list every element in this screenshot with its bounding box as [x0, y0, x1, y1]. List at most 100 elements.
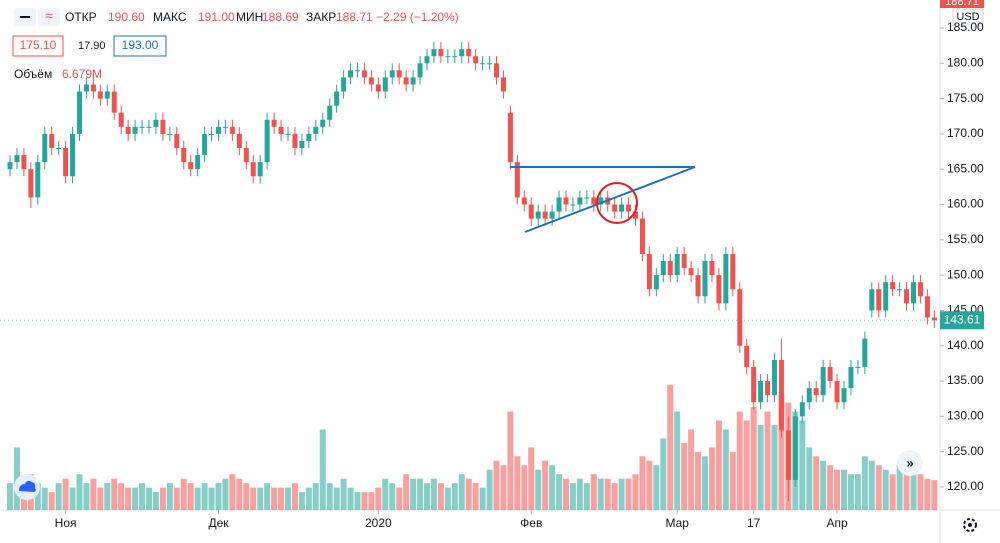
- close-price-tag: [940, 0, 984, 8]
- candle-body: [848, 366, 854, 389]
- logo-icon: [19, 480, 36, 492]
- y-tick-label: 160.00: [947, 197, 984, 211]
- candle-body: [841, 388, 847, 403]
- volume-bar: [875, 465, 882, 510]
- y-tick-label: 170.00: [947, 126, 984, 140]
- volume-bar: [132, 487, 139, 510]
- volume-bar: [813, 456, 820, 510]
- volume-bar: [291, 483, 298, 510]
- buy-box[interactable]: [113, 35, 167, 57]
- currency-box[interactable]: [952, 8, 984, 26]
- open-label: ОТКР: [65, 10, 97, 24]
- candle-body: [264, 119, 270, 163]
- y-tick-label: 180.00: [947, 55, 984, 69]
- sell-box[interactable]: [12, 35, 64, 57]
- volume-bar: [618, 478, 625, 510]
- compare-icon: ≈: [45, 8, 53, 24]
- candle-body: [222, 126, 228, 128]
- volume-bar: [882, 469, 889, 510]
- candle-body: [473, 56, 479, 64]
- compare-button[interactable]: [38, 8, 60, 26]
- candle-body: [591, 197, 597, 205]
- volume-bar: [104, 483, 111, 510]
- high-value: 191.00: [198, 10, 235, 24]
- volume-bar: [194, 487, 201, 510]
- candle-body: [299, 140, 305, 149]
- candle-body: [42, 133, 48, 163]
- volume-bar: [159, 487, 166, 510]
- volume-bar: [542, 460, 549, 510]
- candle-body: [375, 84, 381, 92]
- volume-bar: [152, 492, 159, 510]
- x-tick-label: Дек: [208, 516, 229, 530]
- volume-bar: [806, 447, 813, 510]
- candle-body: [452, 56, 458, 58]
- volume-bar: [556, 474, 563, 510]
- candle-body: [563, 197, 569, 205]
- volume-bar: [695, 451, 702, 510]
- candle-body: [633, 211, 638, 219]
- candle-body: [97, 91, 103, 99]
- volume-bar: [674, 411, 681, 510]
- candle-body: [111, 91, 117, 113]
- highlight-circle: [596, 182, 638, 224]
- candle-body: [688, 268, 694, 276]
- volume-bar: [34, 483, 41, 510]
- volume-bar: [396, 487, 403, 510]
- volume-bar: [62, 478, 69, 510]
- volume-bar: [924, 478, 931, 510]
- volume-bar: [896, 465, 903, 510]
- volume-bar: [486, 469, 493, 510]
- volume-bar: [340, 478, 347, 510]
- x-tick-label: 17: [747, 516, 761, 530]
- volume-bar: [514, 456, 521, 510]
- candle-body: [28, 169, 34, 198]
- candle-body: [160, 119, 166, 134]
- sell-price: 175.10: [20, 38, 57, 52]
- candle-body: [118, 112, 124, 127]
- candle-body: [542, 211, 548, 219]
- candle-body: [917, 282, 923, 297]
- currency: USD: [956, 11, 979, 23]
- volume-bar: [549, 465, 556, 510]
- settings-button[interactable]: [963, 518, 977, 532]
- x-tick-label: Ноя: [55, 516, 77, 530]
- volume-bar: [180, 478, 187, 510]
- candle-body: [292, 133, 298, 149]
- candle-body: [598, 197, 604, 205]
- candle-body: [653, 275, 659, 290]
- volume-bar: [625, 478, 632, 510]
- volume-bar: [493, 460, 500, 510]
- volume-bar: [264, 483, 271, 510]
- candle-body: [132, 126, 138, 134]
- volume-bar: [285, 487, 291, 510]
- candle-body: [765, 381, 771, 396]
- candle-body: [63, 148, 69, 177]
- candle-body: [619, 204, 625, 212]
- candle-body: [167, 133, 173, 135]
- volume-bar: [563, 478, 569, 510]
- candle-body: [195, 155, 201, 170]
- candle-body: [681, 253, 687, 269]
- volume-bar: [507, 411, 514, 510]
- volume-bar: [83, 483, 90, 510]
- open-value: 190.60: [108, 10, 145, 24]
- candle-body: [403, 77, 409, 85]
- candle-body: [382, 77, 388, 92]
- y-tick-label: 120.00: [947, 479, 984, 493]
- volume-bar: [118, 483, 125, 510]
- candle-body: [341, 77, 347, 92]
- volume-bar: [451, 483, 458, 510]
- candle-body: [521, 197, 527, 205]
- volume-bar: [146, 487, 152, 510]
- scroll-button[interactable]: [897, 450, 923, 476]
- y-tick-label: 150.00: [947, 267, 984, 281]
- y-tick-label: 125.00: [947, 444, 984, 458]
- candle-body: [250, 162, 256, 177]
- candle-body: [90, 84, 96, 92]
- volume-bar: [715, 420, 722, 510]
- volume-bar: [771, 424, 778, 510]
- candle-body: [813, 388, 819, 396]
- volume-bar: [535, 469, 542, 510]
